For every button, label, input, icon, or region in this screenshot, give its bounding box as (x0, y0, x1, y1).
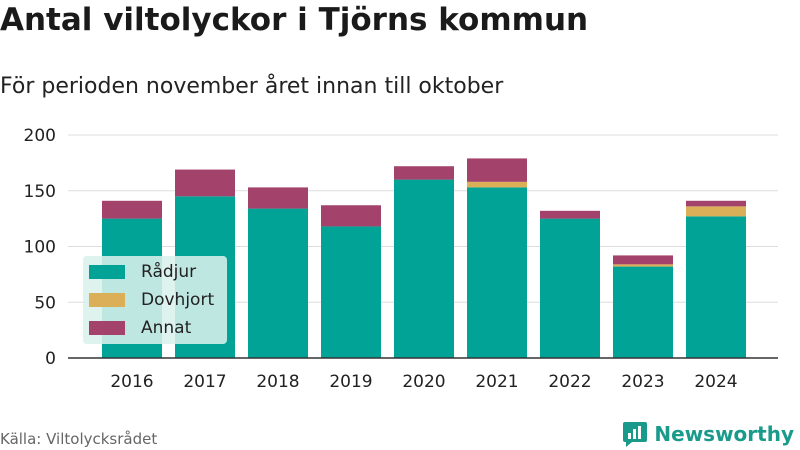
legend-item-dovhjort: Dovhjort (89, 289, 214, 311)
y-tick-label: 0 (45, 349, 56, 369)
bar-2018-rådjur (248, 208, 308, 358)
legend-item-radjur: Rådjur (89, 261, 196, 283)
bar-2020-annat (394, 166, 454, 180)
y-tick-label: 150 (24, 182, 56, 202)
x-tick-label: 2022 (548, 372, 591, 392)
legend-label-dovhjort: Dovhjort (141, 290, 215, 310)
bar-2023-rådjur (613, 266, 673, 358)
bar-2019-rådjur (321, 226, 381, 358)
x-tick-label: 2021 (475, 372, 518, 392)
y-tick-label: 50 (34, 293, 56, 313)
bar-2016-annat (102, 200, 162, 219)
bar-2023-annat (613, 255, 673, 265)
legend-label-annat: Annat (141, 318, 192, 338)
x-tick-label: 2017 (183, 372, 226, 392)
bar-2024-rådjur (686, 216, 746, 358)
chart-title: Antal viltolyckor i Tjörns kommun (0, 2, 589, 38)
newsworthy-logo-icon (623, 422, 648, 447)
chart-legend: Rådjur Dovhjort Annat (83, 256, 227, 344)
y-tick-label: 200 (24, 126, 56, 146)
bar-2022-annat (540, 210, 600, 219)
bar-2024-dovhjort (686, 206, 746, 217)
legend-swatch-radjur (89, 265, 125, 279)
legend-label-radjur: Rådjur (141, 262, 197, 282)
y-tick-label: 100 (24, 238, 56, 258)
source-note: Källa: Viltolycksrådet (0, 430, 158, 448)
bar-2023-dovhjort (613, 264, 673, 267)
x-tick-label: 2019 (329, 372, 372, 392)
bar-2020-rådjur (394, 179, 454, 358)
brand-name: Newsworthy (654, 422, 794, 446)
x-tick-label: 2023 (621, 372, 664, 392)
x-tick-label: 2016 (110, 372, 153, 392)
legend-swatch-annat (89, 321, 125, 335)
bar-2021-annat (467, 158, 527, 182)
x-tick-label: 2024 (694, 372, 737, 392)
bar-2018-annat (248, 187, 308, 209)
bar-2022-rådjur (540, 218, 600, 358)
bar-2024-annat (686, 200, 746, 207)
bar-2021-dovhjort (467, 181, 527, 188)
brand-logo[interactable]: Newsworthy (622, 420, 794, 448)
bar-2019-annat (321, 205, 381, 227)
bar-2021-rådjur (467, 187, 527, 358)
legend-swatch-dovhjort (89, 293, 125, 307)
bar-2017-annat (175, 169, 235, 197)
legend-item-annat: Annat (89, 317, 191, 339)
x-tick-label: 2020 (402, 372, 445, 392)
x-tick-label: 2018 (256, 372, 299, 392)
chart-subtitle: För perioden november året innan till ok… (0, 74, 504, 99)
